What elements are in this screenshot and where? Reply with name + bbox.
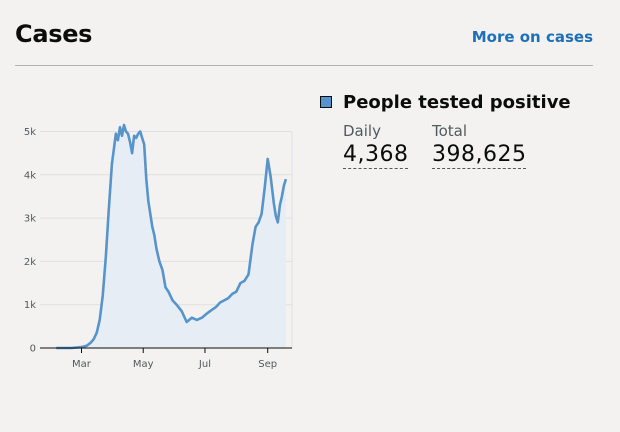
total-stat: Total 398,625 — [432, 122, 527, 169]
y-tick-label: 5k — [24, 127, 36, 138]
legend-label: People tested positive — [343, 92, 571, 113]
daily-label: Daily — [343, 122, 381, 140]
cases-chart: 0 1k 2k 3k 4k 5k Mar May Jul Sep — [24, 123, 293, 370]
more-on-cases-link[interactable]: More on cases — [471, 28, 593, 46]
page-title: Cases — [15, 20, 93, 48]
y-tick-label: 0 — [30, 344, 36, 355]
cases-line — [56, 123, 288, 350]
x-tick-label: May — [133, 359, 154, 370]
x-tick-label: Mar — [72, 359, 92, 370]
y-tick-label: 1k — [24, 300, 36, 311]
y-tick-label: 4k — [24, 170, 36, 181]
legend-swatch — [320, 96, 332, 108]
total-label: Total — [432, 122, 468, 140]
header: Cases More on cases — [15, 20, 593, 66]
area-fill — [56, 125, 286, 348]
y-tick-label: 2k — [24, 257, 36, 268]
daily-value[interactable]: 4,368 — [343, 142, 409, 169]
daily-stat: Daily 4,368 — [343, 122, 409, 169]
x-tick-label: Sep — [258, 359, 277, 370]
x-tick-label: Jul — [198, 359, 211, 370]
y-tick-label: 3k — [24, 214, 36, 225]
total-value[interactable]: 398,625 — [432, 142, 527, 169]
